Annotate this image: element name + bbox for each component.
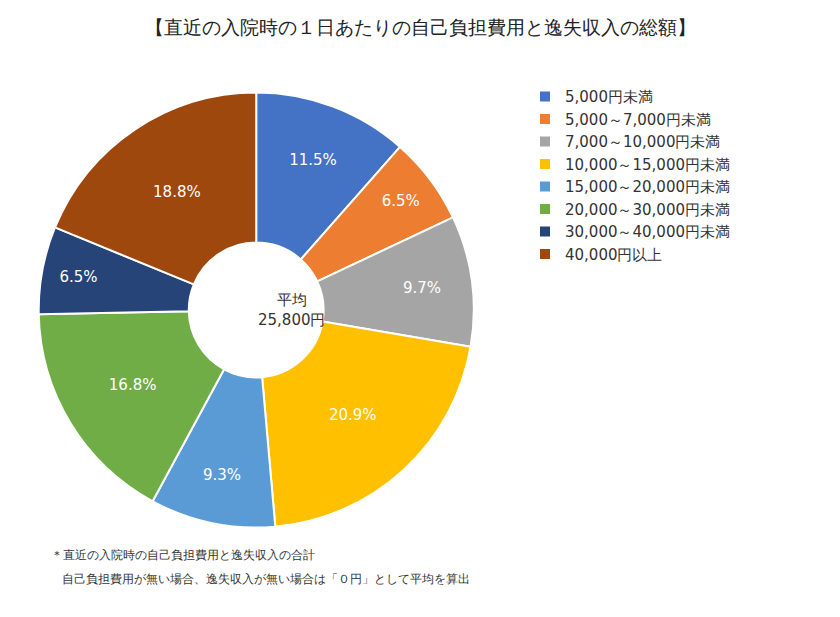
svg-text:20,000～30,000円未満: 20,000～30,000円未満	[565, 201, 730, 219]
svg-text:9.7%: 9.7%	[403, 279, 441, 297]
svg-text:5,000～7,000円未満: 5,000～7,000円未満	[565, 111, 711, 129]
svg-text:16.8%: 16.8%	[109, 376, 157, 394]
svg-text:11.5%: 11.5%	[289, 151, 337, 169]
svg-text:5,000円未満: 5,000円未満	[565, 88, 653, 106]
svg-text:自己負担費用が無い場合、逸失収入が無い場合は「０円」として平: 自己負担費用が無い場合、逸失収入が無い場合は「０円」として平均を算出	[62, 572, 470, 586]
svg-text:【直近の入院時の１日あたりの自己負担費用と逸失収入の総額】: 【直近の入院時の１日あたりの自己負担費用と逸失収入の総額】	[145, 16, 696, 38]
svg-text:6.5%: 6.5%	[382, 192, 420, 210]
svg-text:10,000～15,000円未満: 10,000～15,000円未満	[565, 156, 730, 174]
svg-text:15,000～20,000円未満: 15,000～20,000円未満	[565, 178, 730, 196]
svg-text:30,000～40,000円未満: 30,000～40,000円未満	[565, 223, 730, 241]
svg-text:＊直近の入院時の自己負担費用と逸失収入の合計: ＊直近の入院時の自己負担費用と逸失収入の合計	[51, 548, 315, 562]
svg-text:6.5%: 6.5%	[59, 268, 97, 286]
svg-text:20.9%: 20.9%	[329, 406, 377, 424]
svg-text:40,000円以上: 40,000円以上	[565, 246, 663, 264]
svg-text:9.3%: 9.3%	[203, 466, 241, 484]
svg-text:18.8%: 18.8%	[153, 183, 201, 201]
svg-text:平均25,800円: 平均25,800円	[258, 291, 326, 329]
svg-text:7,000～10,000円未満: 7,000～10,000円未満	[565, 133, 720, 151]
